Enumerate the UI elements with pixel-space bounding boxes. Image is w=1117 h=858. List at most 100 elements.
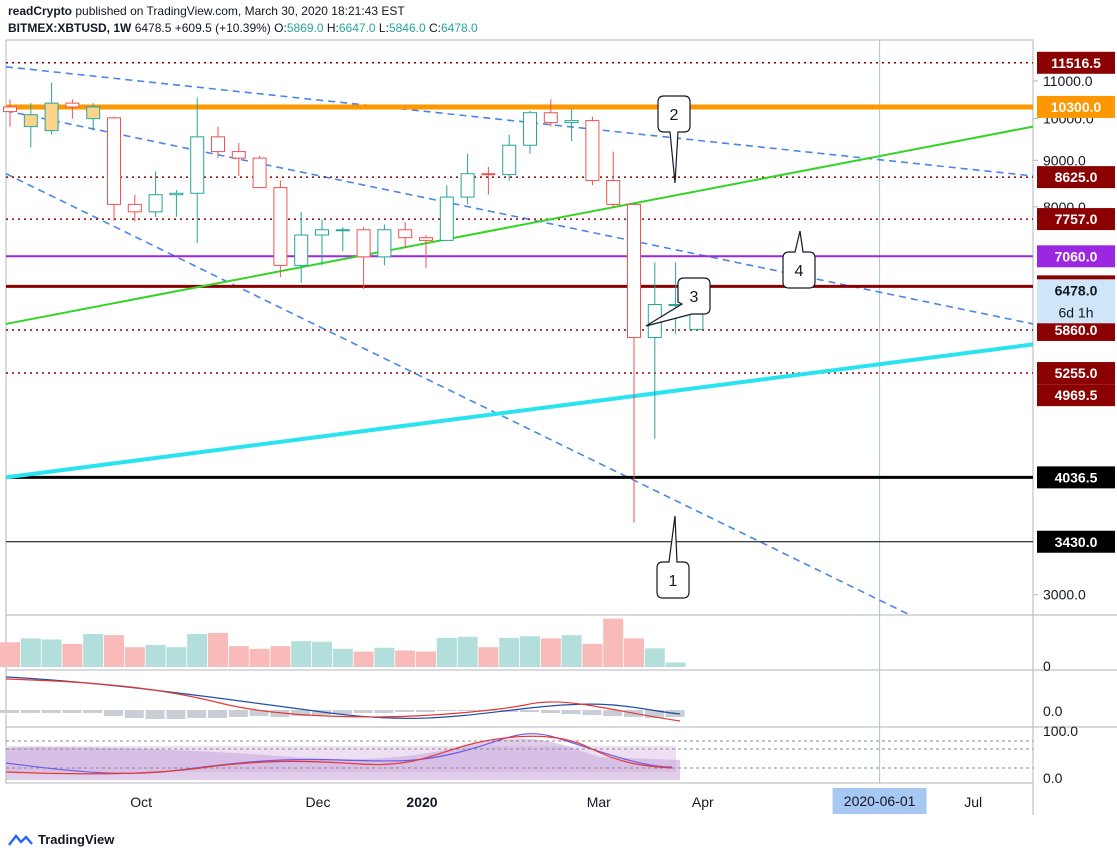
macd-histogram-bar bbox=[540, 710, 560, 713]
candle-body bbox=[502, 144, 517, 176]
callout-bubble bbox=[657, 95, 691, 184]
level-price-label: 7060.0 bbox=[1055, 248, 1098, 264]
date-marker-box bbox=[832, 788, 927, 814]
volume-bar bbox=[187, 634, 208, 667]
low-value: 5846.0 bbox=[388, 21, 426, 35]
volume-bar bbox=[395, 650, 416, 667]
callout-bubble bbox=[782, 230, 816, 289]
candle-body bbox=[356, 229, 371, 258]
date-marker-label: 2020-06-01 bbox=[844, 793, 916, 809]
volume-bar bbox=[457, 636, 478, 667]
level-price-label-box bbox=[1037, 384, 1115, 407]
volume-bar bbox=[0, 642, 20, 667]
candle-body bbox=[585, 120, 600, 182]
macd-histogram-bar bbox=[62, 710, 82, 713]
volume-bar bbox=[62, 643, 83, 667]
volume-bar bbox=[582, 643, 603, 667]
level-price-label-box bbox=[1037, 166, 1115, 189]
callout-label: 4 bbox=[795, 263, 804, 280]
level-price-label: 3430.0 bbox=[1055, 534, 1098, 550]
macd-histogram-bar bbox=[582, 710, 602, 715]
rsi-axis-label-top: 100.0 bbox=[1043, 723, 1078, 739]
level-price-label: 7757.0 bbox=[1055, 211, 1098, 227]
current-price-label: 6478.0 bbox=[1055, 282, 1098, 298]
callout-label: 1 bbox=[669, 573, 678, 590]
volume-axis-label: 0 bbox=[1043, 658, 1051, 674]
callout-bubble bbox=[656, 515, 690, 599]
level-price-label-box bbox=[1037, 208, 1115, 231]
macd-histogram-bar bbox=[416, 710, 435, 712]
candle-body bbox=[211, 136, 225, 153]
time-tick-label: Apr bbox=[692, 794, 714, 810]
level-price-label-box bbox=[1037, 466, 1115, 489]
macd-histogram-bar bbox=[145, 710, 165, 719]
close-label: C: bbox=[428, 21, 441, 35]
rsi-axis-label-bottom: 0.0 bbox=[1043, 770, 1063, 786]
candle-body bbox=[523, 112, 537, 146]
level-price-label-box bbox=[1037, 362, 1115, 385]
macd-histogram-bar bbox=[20, 710, 40, 713]
cyan-trendline bbox=[5, 342, 1034, 480]
trendline-lower-dashed bbox=[5, 172, 911, 616]
volume-bar bbox=[603, 618, 624, 667]
volume-bar bbox=[312, 641, 332, 667]
macd-histogram-bar bbox=[83, 710, 103, 713]
volume-bar bbox=[499, 637, 520, 667]
volume-bar bbox=[520, 636, 540, 667]
green-trendline bbox=[5, 125, 1034, 325]
macd-histogram-bar bbox=[520, 710, 539, 712]
level-price-label: 5255.0 bbox=[1055, 365, 1098, 381]
volume-bar bbox=[208, 632, 228, 667]
macd-histogram-bar bbox=[187, 710, 207, 718]
candle-body bbox=[398, 229, 413, 239]
candle-body bbox=[252, 157, 267, 189]
macd-histogram-bar bbox=[124, 710, 144, 718]
price-tick-label: 11000.0 bbox=[1043, 73, 1093, 89]
candle-body bbox=[65, 102, 80, 108]
macd-histogram-bar bbox=[332, 710, 352, 714]
candle-body bbox=[23, 114, 38, 128]
macd-histogram-bar bbox=[249, 710, 269, 716]
trendline-middle-dashed bbox=[5, 110, 1034, 325]
open-label: O: bbox=[274, 21, 287, 35]
candle-body bbox=[439, 196, 454, 241]
candle-body bbox=[169, 192, 184, 196]
low-label: L: bbox=[378, 21, 389, 35]
tradingview-logo-icon bbox=[8, 833, 33, 846]
trendline-upper-dashed bbox=[5, 66, 1034, 177]
level-price-label: 4036.5 bbox=[1055, 469, 1098, 485]
volume-bar bbox=[291, 641, 312, 667]
macd-axis-label: 0.0 bbox=[1043, 703, 1063, 719]
macd-line bbox=[5, 678, 681, 722]
level-price-label-box bbox=[1037, 318, 1115, 341]
macd-histogram-bar bbox=[104, 710, 123, 716]
candle-body bbox=[3, 106, 17, 113]
level-price-label-box bbox=[1037, 530, 1115, 553]
macd-histogram-bar bbox=[166, 710, 186, 719]
volume-bar bbox=[249, 648, 270, 667]
high-value: 6647.0 bbox=[338, 21, 376, 35]
level-price-label: 11516.5 bbox=[1051, 55, 1101, 71]
macd-histogram-bar bbox=[644, 710, 664, 718]
macd-histogram-bar bbox=[228, 710, 248, 717]
price-tick-label: 9000.0 bbox=[1043, 152, 1086, 168]
candle-body bbox=[231, 151, 246, 159]
footer-brand-text: TradingView bbox=[38, 832, 115, 847]
candle-body bbox=[564, 120, 579, 124]
candle-body bbox=[273, 187, 288, 266]
open-value: 5869.0 bbox=[286, 21, 324, 35]
level-price-label-box bbox=[1037, 245, 1115, 268]
volume-bar bbox=[665, 662, 686, 667]
level-price-label: 8625.0 bbox=[1055, 169, 1098, 185]
time-tick-label: Dec bbox=[306, 794, 331, 810]
macd-histogram-bar bbox=[457, 710, 477, 711]
candle-body bbox=[543, 112, 558, 124]
macd-histogram-bar bbox=[353, 710, 373, 713]
volume-bar bbox=[332, 648, 353, 667]
volume-bar bbox=[374, 647, 395, 667]
volume-bar bbox=[353, 651, 374, 667]
macd-histogram-bar bbox=[270, 710, 290, 717]
volume-bar bbox=[228, 646, 249, 667]
level-price-label: 4969.5 bbox=[1055, 387, 1098, 403]
